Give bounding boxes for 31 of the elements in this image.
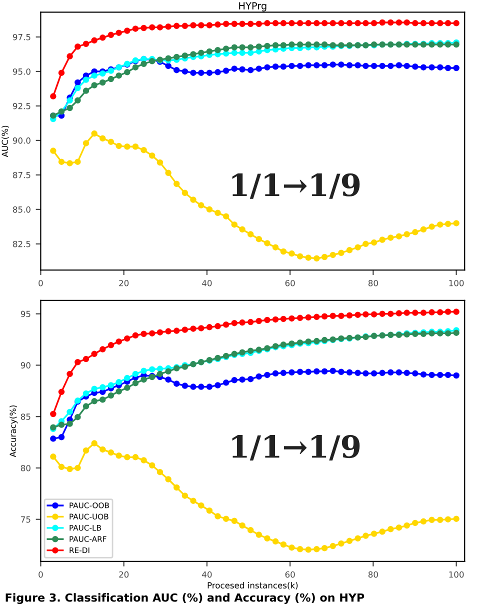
y-tick-label: 97.5 — [12, 34, 30, 40]
chart-title: HYPrg — [239, 2, 266, 12]
annotation: 1/1→1/9 — [232, 434, 360, 461]
annotation: 1/1→1/9 — [232, 173, 360, 199]
y-axis-title: Accuracy(%) — [10, 405, 18, 458]
x-axis-title: Procesed instances(k) — [208, 582, 298, 590]
y-tick-label: 85 — [20, 414, 30, 420]
x-tick-label: 20 — [119, 280, 129, 286]
x-tick-label: 80 — [368, 571, 378, 578]
x-tick-label: 60 — [285, 280, 295, 286]
x-tick-label: 0 — [38, 571, 43, 578]
y-axis-title: AUC(%) — [2, 126, 10, 158]
y-tick-label: 90 — [20, 362, 30, 368]
x-tick-label: 0 — [38, 280, 43, 286]
caption: Figure 3. Classification AUC (%) and Accuracy (%) on HYP — [6, 593, 364, 604]
x-tick-label: 80 — [368, 280, 378, 286]
y-tick-label: 95 — [20, 310, 30, 318]
y-tick-label: 90.0 — [12, 137, 30, 144]
x-tick-label: 40 — [202, 280, 212, 286]
y-tick-label: 75 — [21, 516, 30, 523]
y-tick-label: 87.5 — [13, 172, 30, 178]
x-tick-label: 100 — [449, 571, 464, 578]
x-tick-label: 20 — [119, 571, 129, 578]
x-tick-label: 100 — [449, 280, 464, 286]
y-tick-label: 80 — [20, 464, 30, 472]
x-tick-label: 40 — [202, 571, 212, 578]
y-tick-label: 92.5 — [12, 102, 30, 110]
y-tick-label: 95.0 — [12, 68, 30, 75]
y-tick-label: 82.5 — [13, 240, 30, 248]
y-tick-label: 85.0 — [13, 206, 30, 213]
x-tick-label: 60 — [285, 571, 295, 578]
